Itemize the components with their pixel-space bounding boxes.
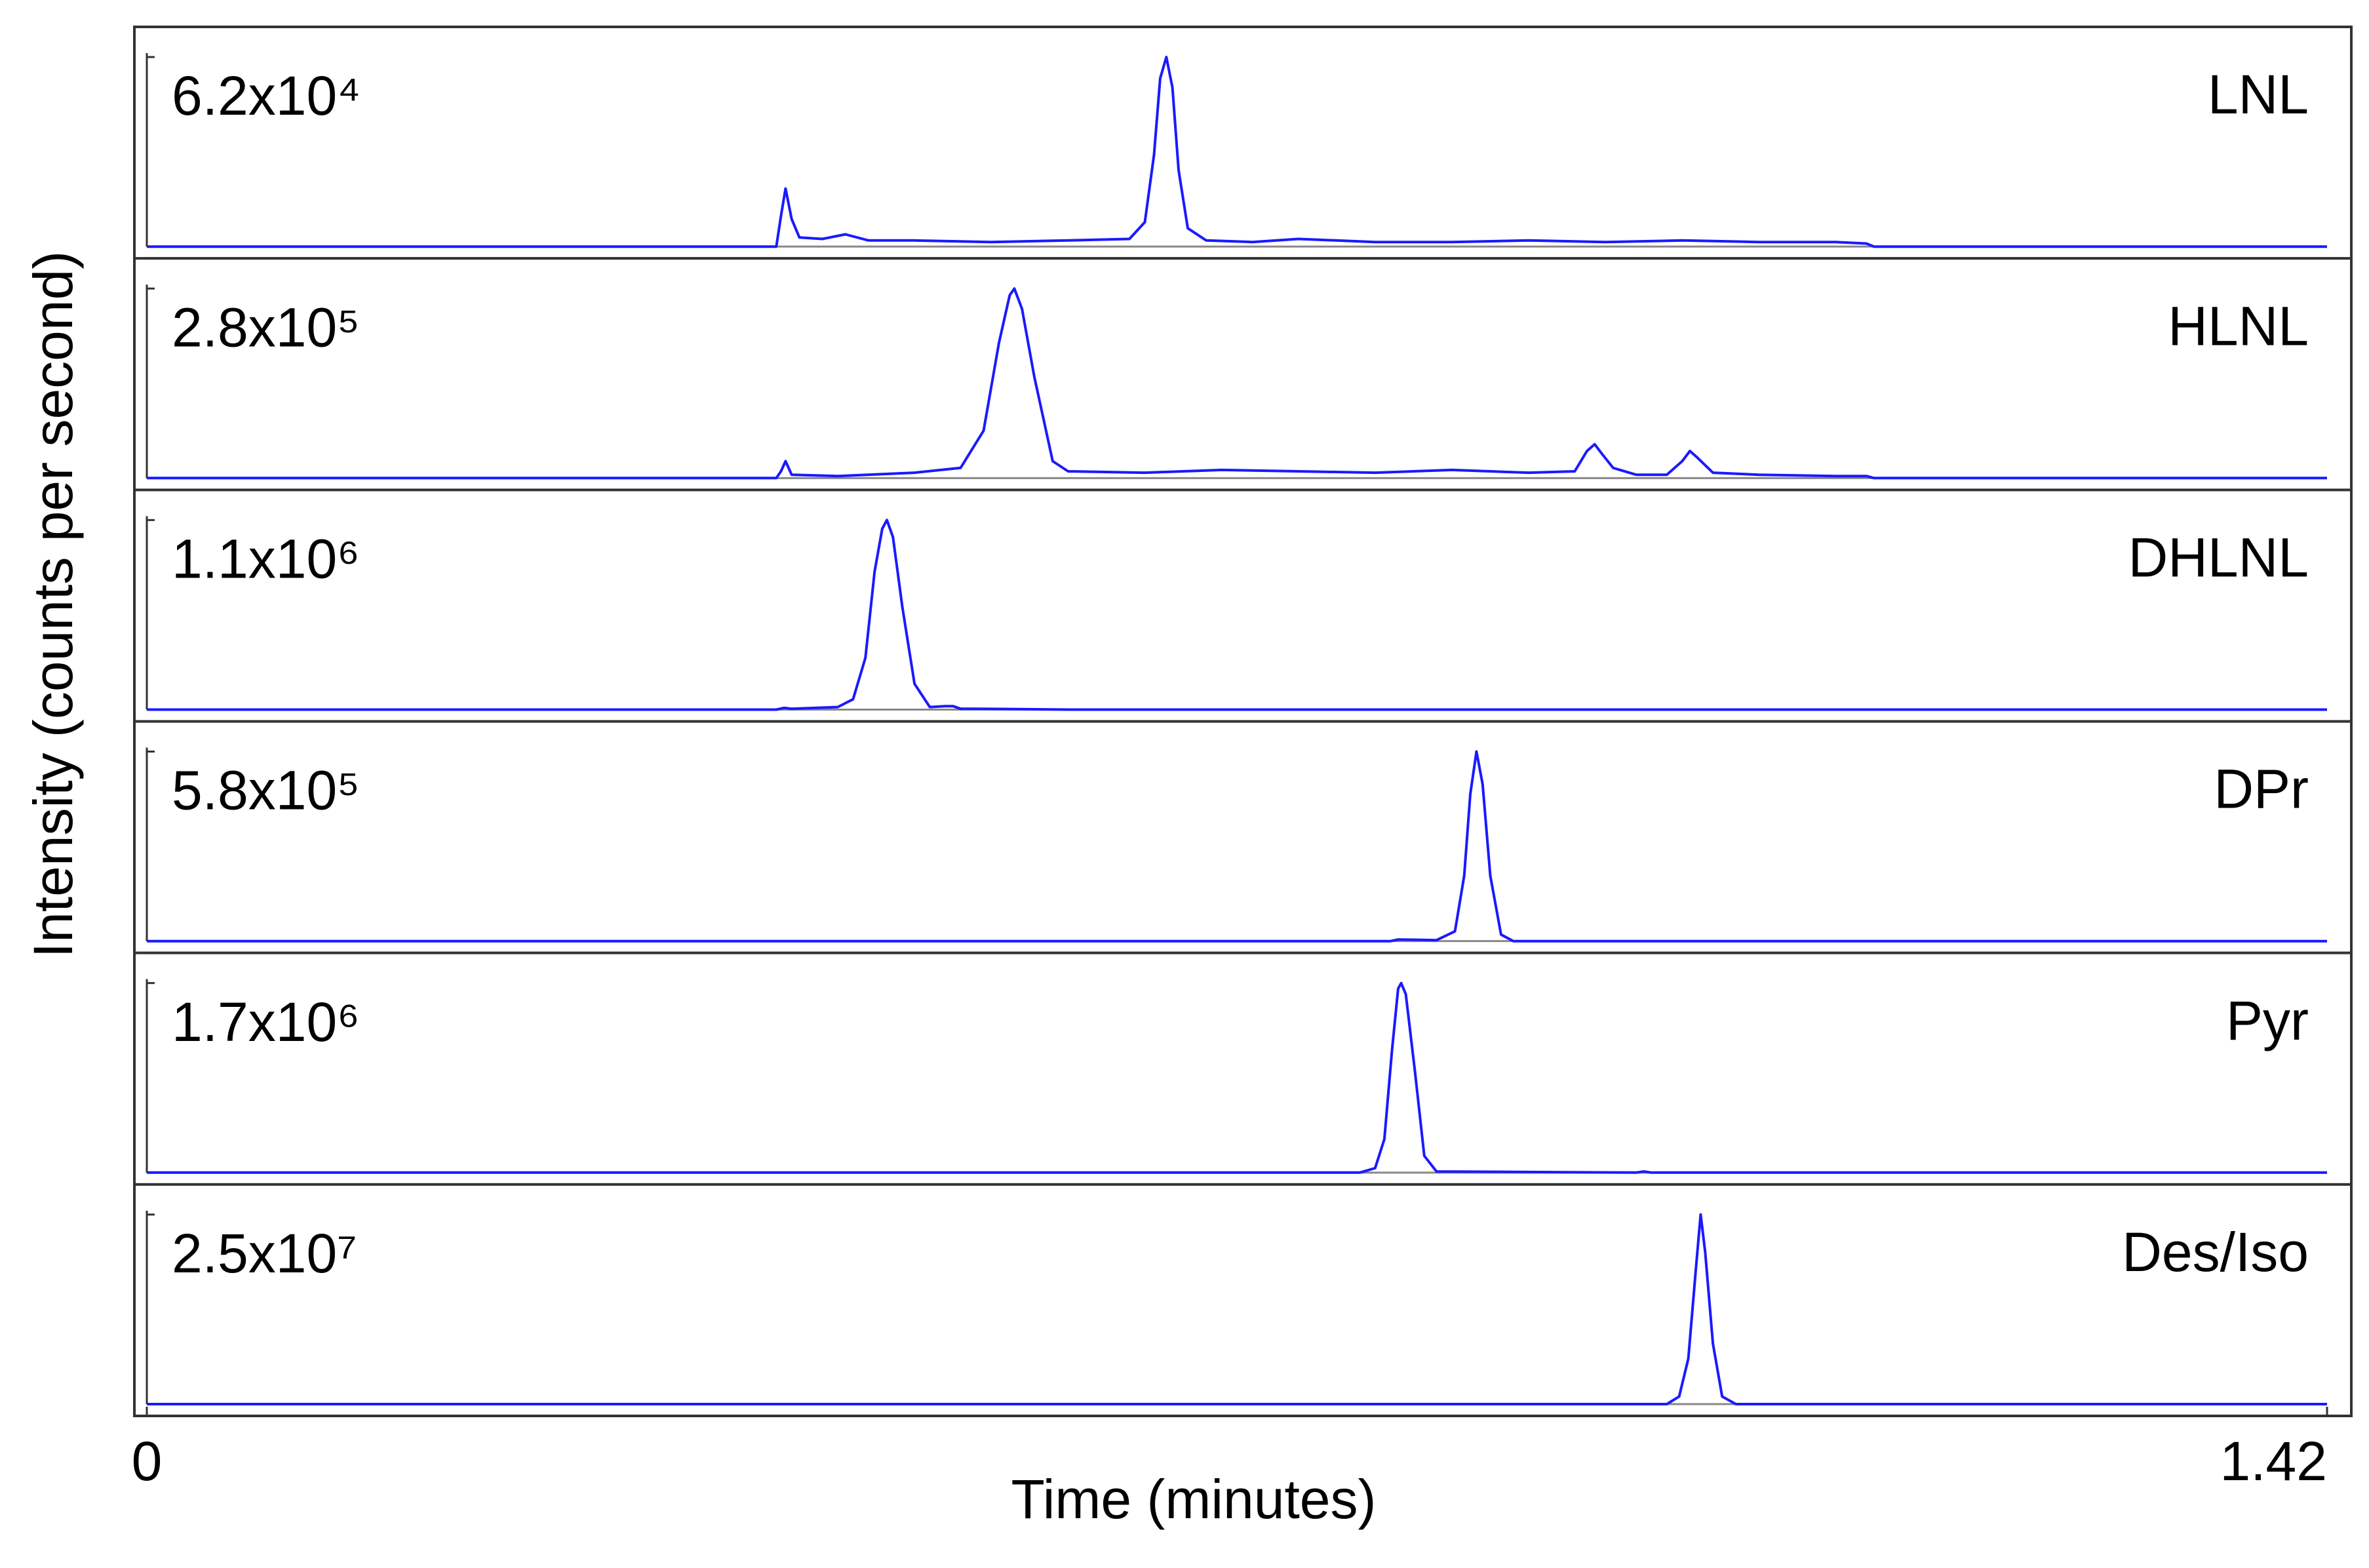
trace [147,750,2327,943]
trace [147,287,2327,480]
panel-title: DPr [2214,758,2309,820]
y-tick-label: 1.7x10⁶ [172,991,360,1053]
panel-title: Pyr [2226,990,2309,1051]
y-tick-label: 6.2x10⁴ [172,65,361,127]
panel-title: Des/Iso [2122,1221,2309,1283]
panel-title: HLNL [2168,295,2309,357]
trace [147,1213,2327,1405]
y-tick-label: 2.8x10⁵ [172,296,360,358]
x-tick-label: 0 [132,1430,163,1492]
x-axis-label: Time (minutes) [1011,1468,1377,1530]
y-axis-label: Intensity (counts per second) [22,251,84,958]
y-tick-label: 2.5x10⁷ [172,1223,357,1284]
x-tick-label: 1.42 [2220,1430,2328,1492]
y-tick-label: 5.8x10⁵ [172,760,360,821]
trace [147,981,2327,1174]
panel-title: LNL [2208,64,2309,125]
y-tick-label: 1.1x10⁶ [172,528,360,590]
trace [147,519,2327,711]
panel-title: DHLNL [2128,527,2309,589]
trace [147,56,2327,248]
